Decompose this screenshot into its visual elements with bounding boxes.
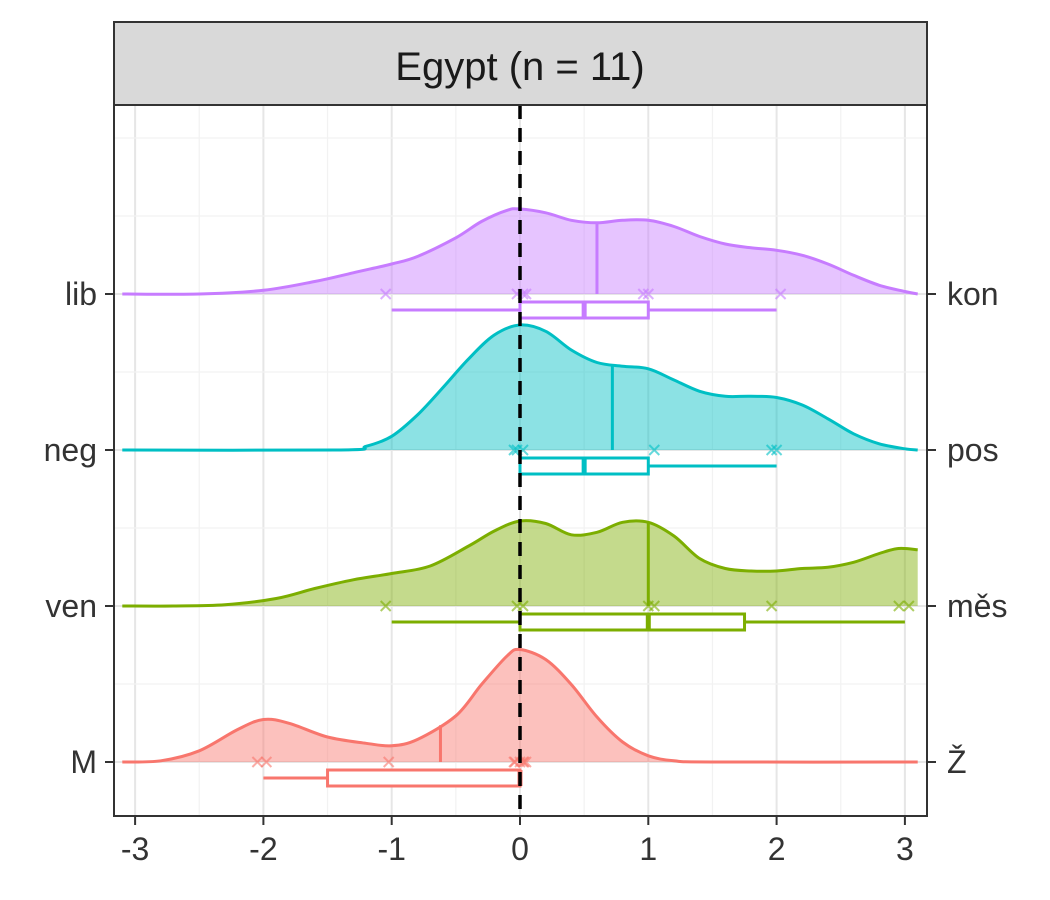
data-point — [508, 444, 520, 456]
data-point — [260, 756, 273, 768]
data-point — [765, 444, 778, 456]
x-tick-label: -1 — [377, 831, 405, 867]
y-tick-label-left: ven — [45, 588, 97, 624]
x-tick-label: -2 — [249, 831, 277, 867]
data-point — [520, 288, 532, 300]
x-tick-label: 0 — [511, 831, 529, 867]
panel-strip-background — [113, 21, 928, 106]
data-point — [648, 444, 661, 456]
y-tick-label-left: neg — [44, 432, 97, 468]
x-tick-label: 2 — [768, 831, 786, 867]
y-tick-label-left: lib — [65, 276, 97, 312]
data-point — [379, 288, 392, 300]
y-tick-label-right: Ž — [947, 744, 967, 780]
x-tick-label: 1 — [639, 831, 657, 867]
density-area — [122, 520, 918, 607]
x-tick-label: 3 — [896, 831, 914, 867]
box-iqr — [518, 612, 747, 632]
data-point — [903, 600, 915, 612]
y-tick-label-right: pos — [947, 432, 999, 468]
data-point — [770, 444, 783, 456]
box-iqr — [326, 768, 522, 788]
data-point — [251, 756, 264, 768]
data-point — [511, 600, 523, 612]
panel-title: Egypt (n = 11) — [395, 45, 644, 89]
data-point — [637, 288, 650, 300]
data-point — [893, 600, 905, 612]
data-point — [508, 756, 520, 768]
data-point — [379, 600, 392, 612]
data-point — [382, 756, 395, 768]
ridge-ven — [122, 519, 918, 632]
density-line — [122, 647, 918, 764]
y-tick-label-left: M — [70, 744, 97, 780]
density-line — [122, 519, 918, 608]
data-point — [642, 288, 655, 300]
data-point — [765, 600, 778, 612]
y-tick-label-right: kon — [947, 276, 999, 312]
x-tick-label: -3 — [121, 831, 149, 867]
data-point — [642, 600, 655, 612]
y-tick-label-right: měs — [947, 588, 1007, 624]
data-point — [774, 288, 787, 300]
panel-strip: Egypt (n = 11) — [113, 21, 928, 106]
